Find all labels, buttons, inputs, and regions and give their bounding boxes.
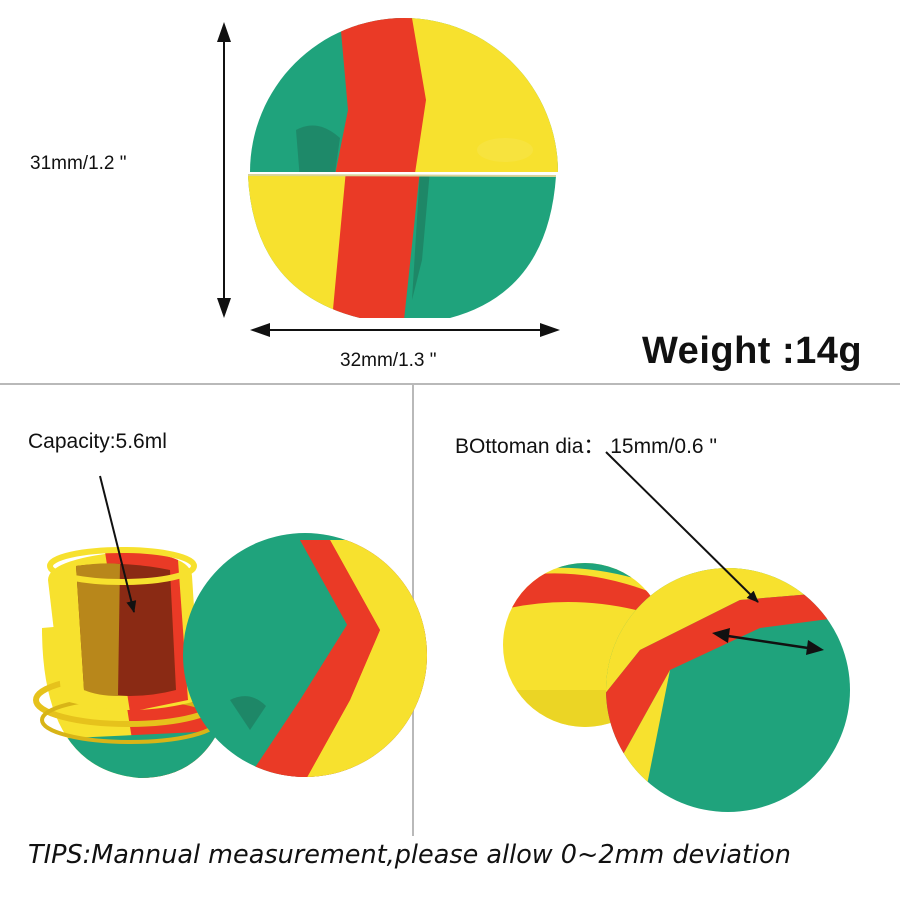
two-halves-photo <box>503 563 850 812</box>
bottom-diameter-arrow <box>727 634 809 650</box>
tips-caption: TIPS:Mannual measurement,please allow 0~… <box>28 840 791 870</box>
weight-label: Weight :14g <box>642 330 863 372</box>
height-dimension-label: 31mm/1.2 " <box>30 153 127 174</box>
open-jar-photo <box>33 533 427 778</box>
bottom-pointer-arrow <box>605 451 759 603</box>
capacity-label: Capacity:5.6ml <box>28 430 167 453</box>
bottom-diameter-label: BOttoman dia： 15mm/0.6 " <box>455 435 717 458</box>
capacity-arrow <box>99 475 137 613</box>
width-dimension-label: 32mm/1.3 " <box>340 350 437 371</box>
sphere-container-photo <box>247 18 558 318</box>
